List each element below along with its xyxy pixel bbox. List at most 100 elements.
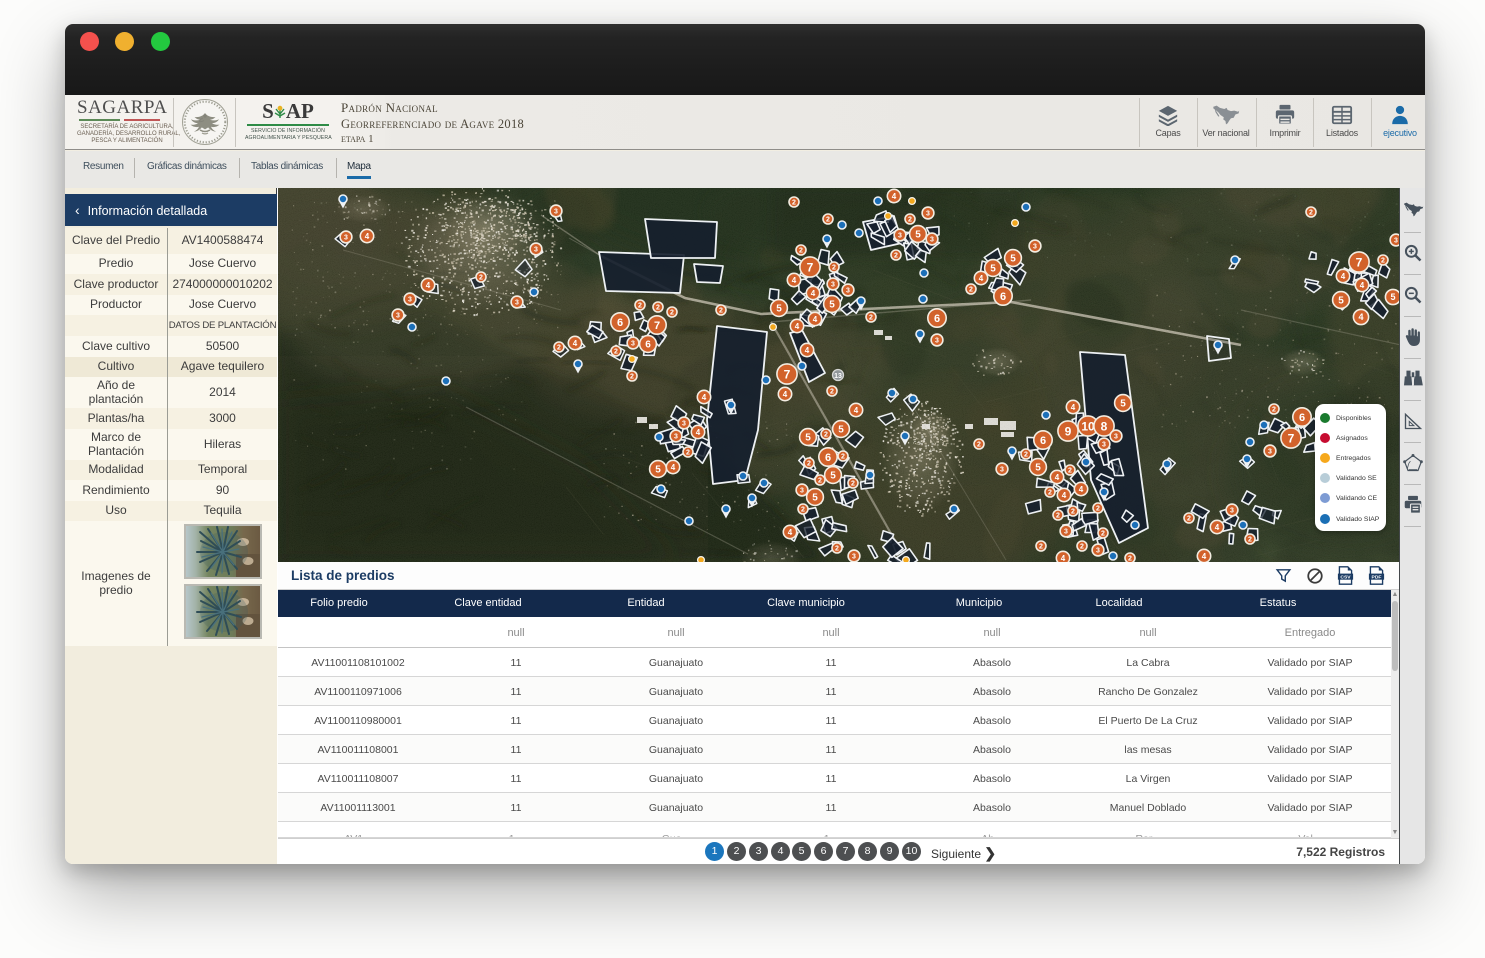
- svg-text:4: 4: [813, 315, 818, 324]
- svg-text:4: 4: [702, 393, 707, 402]
- svg-text:3: 3: [1096, 548, 1100, 555]
- svg-text:4: 4: [1341, 272, 1346, 281]
- svg-text:3: 3: [1033, 244, 1037, 251]
- svg-text:2: 2: [894, 253, 898, 260]
- svg-text:4: 4: [573, 339, 578, 348]
- svg-text:4: 4: [795, 322, 800, 331]
- svg-text:2: 2: [908, 217, 912, 224]
- svg-text:5: 5: [990, 264, 996, 275]
- svg-text:2: 2: [1080, 544, 1084, 551]
- svg-text:2: 2: [824, 432, 828, 439]
- svg-text:3: 3: [1000, 467, 1004, 474]
- svg-text:2: 2: [656, 305, 660, 312]
- svg-text:5: 5: [1035, 463, 1041, 474]
- svg-text:2: 2: [1048, 490, 1052, 497]
- svg-text:3: 3: [831, 282, 835, 289]
- svg-text:4: 4: [788, 528, 793, 537]
- svg-text:4: 4: [811, 289, 816, 298]
- svg-text:PDF: PDF: [1372, 575, 1382, 581]
- svg-text:4: 4: [671, 463, 676, 472]
- svg-text:2: 2: [1128, 556, 1132, 562]
- svg-text:4: 4: [854, 406, 859, 415]
- svg-text:2: 2: [557, 345, 561, 352]
- svg-text:2: 2: [630, 374, 634, 381]
- svg-text:5: 5: [1390, 292, 1395, 302]
- svg-text:5: 5: [655, 465, 661, 476]
- svg-text:4: 4: [979, 274, 984, 283]
- svg-text:10: 10: [1081, 419, 1095, 433]
- svg-text:6: 6: [934, 313, 940, 325]
- svg-text:2: 2: [1248, 537, 1252, 544]
- svg-text:3: 3: [926, 211, 930, 218]
- svg-text:4: 4: [783, 390, 788, 399]
- svg-text:2: 2: [1187, 516, 1191, 523]
- svg-text:2: 2: [799, 248, 803, 255]
- svg-text:5: 5: [805, 433, 811, 444]
- svg-text:2: 2: [1309, 210, 1313, 217]
- svg-text:2: 2: [851, 481, 855, 488]
- svg-text:2: 2: [1071, 509, 1075, 516]
- svg-text:5: 5: [829, 300, 835, 311]
- svg-text:7: 7: [1356, 255, 1363, 269]
- svg-text:6: 6: [1299, 412, 1305, 424]
- svg-text:4: 4: [1202, 552, 1207, 561]
- svg-text:3: 3: [1230, 508, 1234, 515]
- svg-text:4: 4: [1358, 312, 1363, 322]
- svg-text:2: 2: [719, 308, 723, 315]
- svg-text:4: 4: [696, 428, 701, 437]
- svg-text:2: 2: [869, 315, 873, 322]
- svg-text:7: 7: [807, 260, 814, 274]
- svg-text:5: 5: [812, 493, 818, 504]
- svg-text:2: 2: [841, 454, 845, 461]
- svg-text:2: 2: [1068, 468, 1072, 475]
- svg-text:4: 4: [1071, 403, 1076, 412]
- svg-text:2: 2: [1272, 407, 1276, 414]
- svg-text:3: 3: [554, 209, 558, 216]
- svg-text:6: 6: [1000, 291, 1006, 303]
- svg-text:8: 8: [1101, 419, 1108, 433]
- svg-text:4: 4: [1061, 554, 1066, 562]
- svg-text:2: 2: [670, 310, 674, 317]
- svg-text:CSV: CSV: [1340, 575, 1351, 581]
- svg-text:2: 2: [826, 217, 830, 224]
- svg-text:2: 2: [1096, 506, 1100, 513]
- svg-text:5: 5: [838, 425, 844, 436]
- svg-text:4: 4: [1062, 491, 1067, 500]
- svg-text:4: 4: [1079, 485, 1084, 494]
- svg-text:3: 3: [682, 421, 686, 428]
- svg-text:3: 3: [898, 233, 902, 240]
- svg-text:2: 2: [614, 349, 618, 356]
- svg-text:2: 2: [1024, 452, 1028, 459]
- svg-text:9: 9: [1065, 424, 1072, 438]
- svg-text:2: 2: [792, 200, 796, 207]
- svg-text:6: 6: [1040, 435, 1046, 447]
- svg-text:7: 7: [784, 367, 791, 381]
- svg-text:3: 3: [515, 300, 519, 307]
- svg-text:5: 5: [1338, 296, 1344, 307]
- svg-text:3: 3: [674, 434, 678, 441]
- svg-text:2: 2: [830, 389, 834, 396]
- svg-text:3: 3: [1064, 529, 1068, 536]
- svg-text:13: 13: [834, 373, 842, 380]
- svg-text:4: 4: [892, 192, 897, 201]
- svg-text:5: 5: [1120, 399, 1126, 410]
- svg-text:4: 4: [426, 281, 431, 290]
- svg-text:3: 3: [1114, 434, 1118, 441]
- svg-text:2: 2: [479, 275, 483, 282]
- svg-text:3: 3: [1394, 238, 1398, 245]
- svg-text:6: 6: [825, 452, 831, 464]
- svg-text:2: 2: [1381, 258, 1385, 265]
- svg-text:3: 3: [344, 235, 348, 242]
- svg-text:4: 4: [365, 232, 370, 241]
- svg-text:5: 5: [830, 471, 836, 482]
- svg-text:2: 2: [969, 287, 973, 294]
- svg-text:2: 2: [801, 507, 805, 514]
- svg-text:2: 2: [977, 442, 981, 449]
- svg-text:2: 2: [638, 303, 642, 310]
- svg-text:5: 5: [776, 304, 782, 315]
- svg-text:2: 2: [835, 546, 839, 553]
- svg-text:6: 6: [617, 317, 623, 329]
- svg-text:5: 5: [915, 230, 921, 241]
- svg-text:4: 4: [1215, 523, 1220, 532]
- svg-text:7: 7: [1288, 431, 1295, 445]
